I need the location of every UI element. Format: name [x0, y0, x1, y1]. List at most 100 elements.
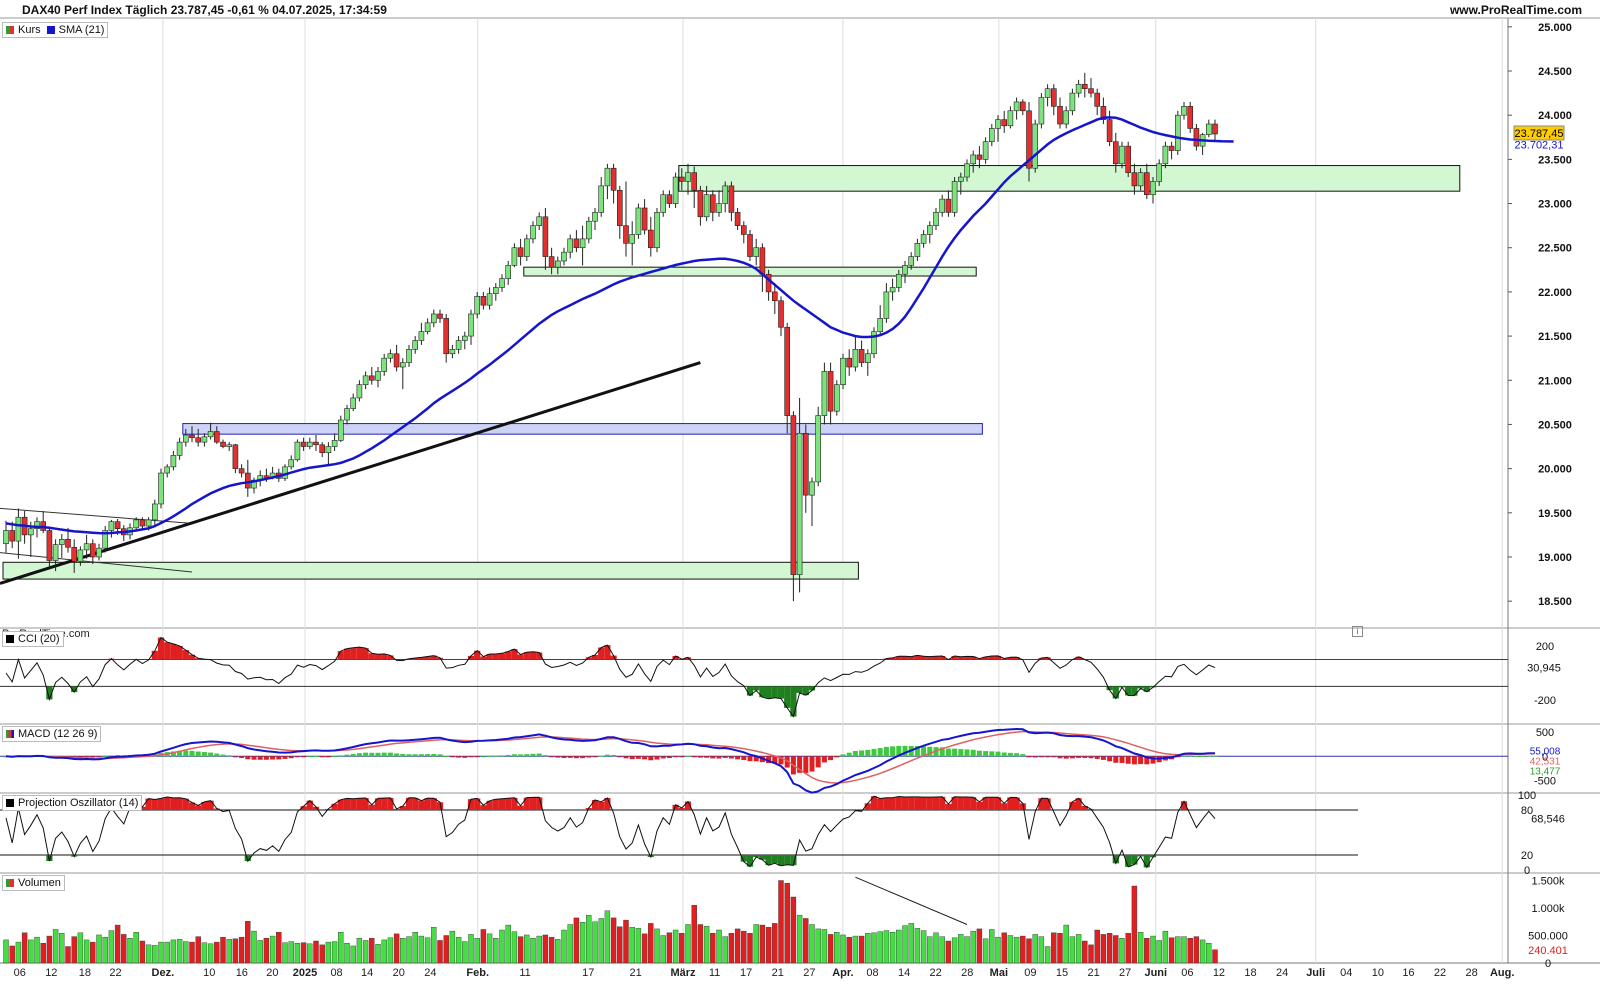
- candle-body: [207, 431, 214, 438]
- volume-bar: [914, 928, 921, 964]
- volume-bar: [338, 932, 344, 964]
- projection-overbought-fill: [517, 805, 524, 810]
- kurs-icon: [6, 26, 14, 35]
- volume-bar: [1051, 932, 1057, 964]
- volume-bar: [102, 936, 108, 964]
- volume-bar: [121, 934, 127, 964]
- projection-tick-label: 100: [1518, 790, 1536, 802]
- macd-hist-last-label: 13,477: [1530, 766, 1561, 777]
- volume-bar: [412, 932, 418, 964]
- volume-bar: [232, 938, 239, 964]
- volume-legend[interactable]: Volumen: [2, 875, 65, 891]
- volume-tick-label: 1.500k: [1531, 876, 1565, 888]
- candle-body: [486, 293, 493, 306]
- cci-legend[interactable]: CCI (20): [2, 631, 64, 647]
- volume-bar: [1113, 935, 1119, 964]
- volume-bar: [753, 924, 759, 964]
- candle-body: [672, 176, 679, 204]
- candle-body: [623, 225, 629, 244]
- projection-legend[interactable]: Projection Oszillator (14): [2, 795, 143, 811]
- volume-bar: [896, 929, 902, 964]
- projection-overbought-fill: [963, 797, 971, 810]
- macd-histogram-bar: [369, 752, 375, 757]
- candle-body: [1156, 163, 1162, 182]
- projection-overbought-fill: [926, 797, 933, 810]
- macd-histogram-bar: [301, 756, 307, 758]
- volume-bar: [28, 939, 34, 964]
- price-tick-label: 21.500: [1538, 331, 1572, 343]
- info-icon[interactable]: i: [1352, 626, 1363, 637]
- projection-overbought-fill: [877, 798, 884, 810]
- volume-bar: [883, 930, 890, 964]
- candle-body: [660, 194, 667, 213]
- macd-histogram-bar: [865, 749, 871, 757]
- cci-overbought-fill: [492, 654, 499, 660]
- candle-body: [871, 331, 877, 355]
- projection-overbought-fill: [145, 798, 152, 810]
- cci-oversold-fill: [1137, 686, 1144, 689]
- sma-line: [5, 116, 1234, 535]
- cci-oversold-fill: [777, 686, 785, 699]
- volume-bar: [356, 938, 363, 964]
- candle-body: [933, 212, 939, 226]
- projection-overbought-fill: [362, 798, 369, 810]
- x-tick-label: 10: [203, 967, 215, 979]
- volume-bar: [71, 936, 77, 964]
- cci-overbought-fill: [970, 656, 977, 660]
- candle-body: [96, 547, 102, 558]
- volume-bar: [815, 928, 821, 964]
- cci-oversold-fill: [1106, 686, 1113, 691]
- candle-body: [784, 326, 791, 416]
- candle-body: [771, 291, 778, 302]
- projection-overbought-fill: [201, 801, 208, 810]
- volume-bar: [313, 940, 319, 964]
- candle-body: [517, 247, 524, 257]
- volume-bar: [877, 931, 883, 964]
- projection-overbought-fill: [1044, 798, 1051, 810]
- candle-body: [170, 455, 177, 468]
- volume-bar: [1144, 938, 1150, 964]
- channel-line: [0, 552, 193, 573]
- cci-overbought-fill: [895, 656, 902, 660]
- volume-bar: [1069, 936, 1076, 964]
- volume-bar: [920, 930, 927, 964]
- candle-body: [530, 225, 536, 240]
- x-tick-label: 12: [1213, 967, 1225, 979]
- macd-legend[interactable]: MACD (12 26 9): [2, 726, 102, 742]
- macd-histogram-bar: [270, 756, 276, 760]
- candle-body: [362, 375, 369, 385]
- macd-histogram-bar: [282, 756, 288, 759]
- volume-bar: [331, 941, 338, 964]
- cci-overbought-fill: [994, 655, 1002, 660]
- volume-bar: [369, 938, 375, 964]
- price-legend[interactable]: Kurs SMA (21): [2, 22, 109, 38]
- projection-overbought-fill: [418, 800, 425, 810]
- macd-histogram-bar: [735, 756, 741, 760]
- projection-overbought-fill: [486, 800, 493, 810]
- macd-histogram-bar: [883, 746, 889, 757]
- cci-oversold-fill: [759, 686, 766, 698]
- candle-body: [375, 371, 381, 381]
- price-tick-label: 24.000: [1538, 110, 1572, 122]
- macd-histogram-bar: [239, 756, 245, 758]
- macd-histogram-bar: [970, 749, 976, 757]
- candle-body: [604, 167, 611, 187]
- macd-histogram-bar: [294, 756, 300, 758]
- x-tick-label: Juni: [1144, 967, 1167, 979]
- zone-green: [2, 561, 859, 580]
- volume-tick-label: 500.000: [1528, 931, 1568, 943]
- projection-oversold-fill: [759, 855, 766, 860]
- projection-overbought-fill: [412, 797, 419, 810]
- candle-body: [195, 437, 201, 443]
- volume-bar: [269, 935, 276, 964]
- projection-overbought-fill: [1007, 797, 1014, 810]
- candle-body: [988, 128, 995, 143]
- site-link[interactable]: www.ProRealTime.com: [1449, 3, 1582, 17]
- candle-body: [145, 519, 152, 527]
- candle-body: [728, 185, 735, 213]
- candle-body: [331, 440, 338, 447]
- x-tick-label: 27: [803, 967, 815, 979]
- volume-bar: [586, 914, 592, 964]
- cci-overbought-fill: [598, 647, 605, 660]
- macd-histogram-bar: [418, 754, 424, 757]
